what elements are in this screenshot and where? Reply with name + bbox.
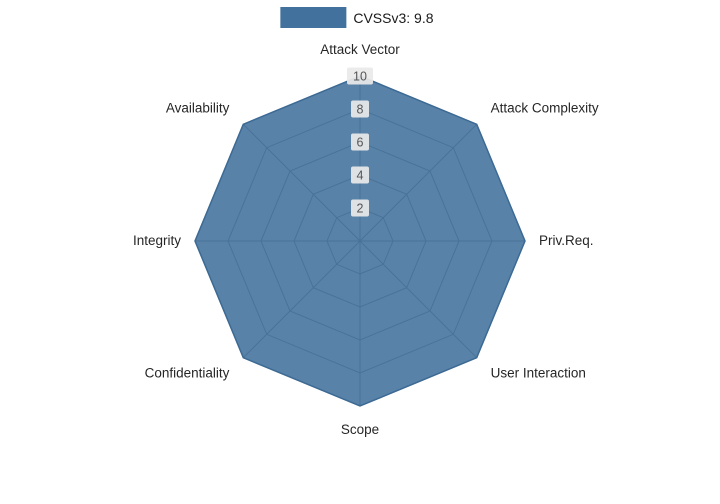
- tick-label-bg: [351, 100, 369, 118]
- radial-tick-labels: 2 4 6 8 10: [347, 67, 373, 217]
- axis-label: Integrity: [133, 233, 181, 248]
- tick-label: 6: [357, 136, 364, 150]
- tick-label: 4: [357, 169, 364, 183]
- axis-label: Attack Vector: [320, 42, 400, 57]
- tick-label: 2: [357, 202, 364, 216]
- axis-label: Availability: [166, 100, 230, 115]
- axis-label: Priv.Req.: [539, 233, 594, 248]
- axis-label: Scope: [341, 422, 379, 437]
- tick-label: 8: [357, 103, 364, 117]
- tick-label-bg: [351, 166, 369, 184]
- tick-label-bg: [351, 133, 369, 151]
- axis-label: User Interaction: [491, 366, 586, 381]
- axis-label: Confidentiality: [145, 366, 230, 381]
- tick-label-bg: [351, 199, 369, 217]
- legend: CVSSv3: 9.8: [280, 7, 434, 28]
- tick-label-bg: [347, 67, 373, 85]
- radar-series-polygon: [194, 75, 526, 407]
- axis-labels: Attack Vector Attack Complexity Priv.Req. U…: [133, 42, 599, 437]
- legend-swatch: [280, 7, 347, 28]
- axis-label: Attack Complexity: [491, 100, 599, 115]
- tick-label: 10: [353, 70, 367, 84]
- legend-label: CVSSv3: 9.8: [353, 9, 434, 26]
